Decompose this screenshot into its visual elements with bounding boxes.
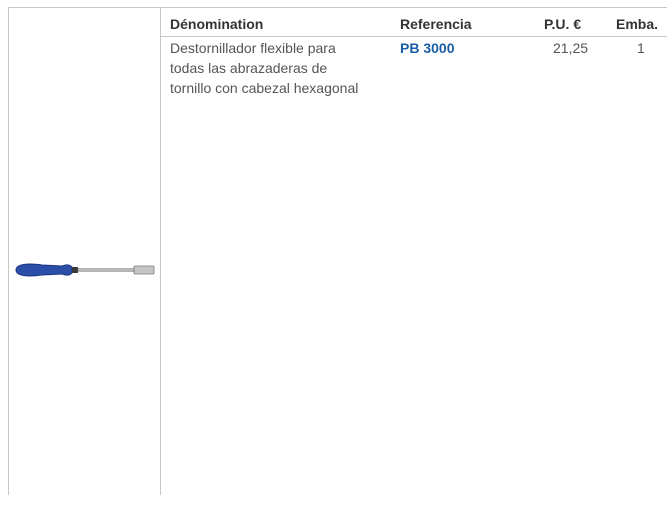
left-border: [8, 7, 9, 495]
reference: PB 3000: [400, 40, 455, 56]
header-divider: [160, 36, 667, 37]
pack: 1: [637, 40, 645, 56]
column-divider: [160, 7, 161, 495]
header-cell: Emba.: [616, 16, 659, 32]
price: 21,25: [553, 40, 589, 56]
description-line: tornillo con cabezal hexagonal: [170, 80, 359, 96]
description-line: Destornillador flexible para: [170, 40, 336, 56]
screwdriver-image: [15, 263, 155, 277]
header-cell: P.U. €: [544, 16, 582, 32]
description-line: todas las abrazaderas de: [170, 60, 328, 76]
header-cell: Dénomination: [170, 16, 264, 32]
top-border: [8, 7, 667, 8]
header-cell: Referencia: [400, 16, 472, 32]
